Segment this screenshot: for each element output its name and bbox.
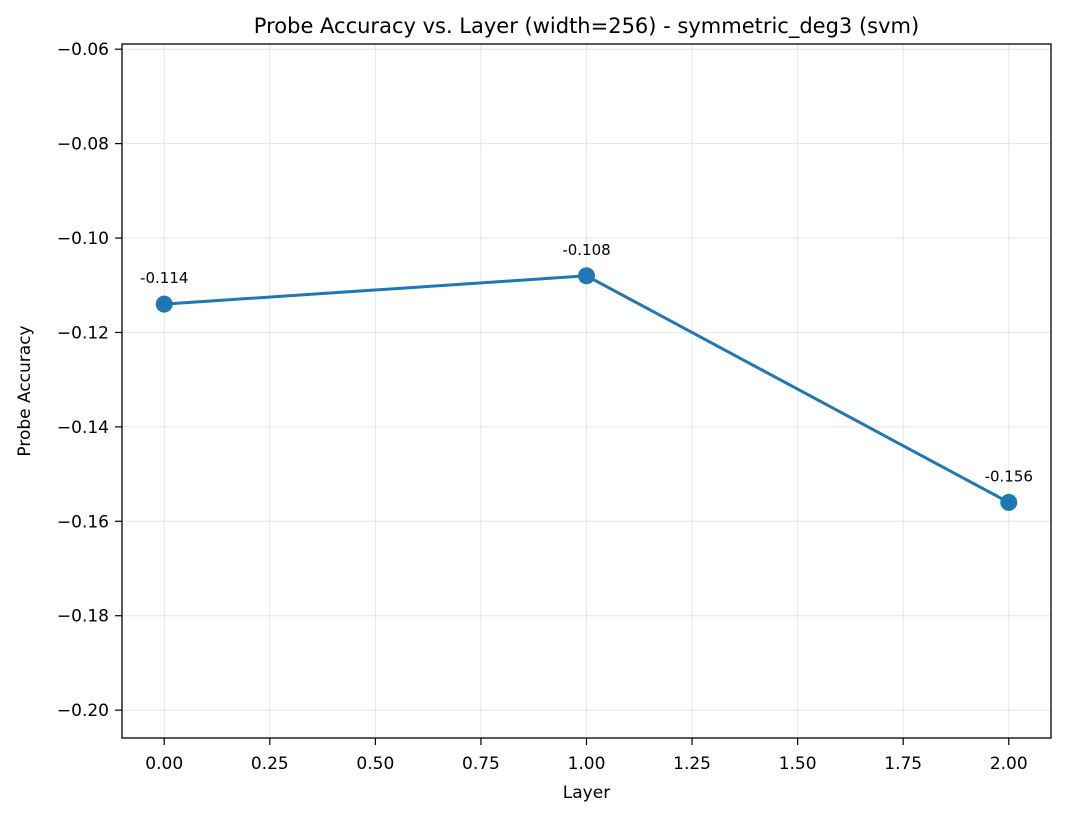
series-layer: -0.114 -0.108 -0.156 — [140, 241, 1033, 511]
x-tick-label: 0.25 — [251, 754, 289, 774]
data-label: -0.114 — [140, 269, 188, 287]
data-label: -0.156 — [985, 467, 1033, 485]
x-tick-label: 0.75 — [462, 754, 500, 774]
y-tick-label: −0.08 — [57, 135, 109, 155]
x-tick-label: 2.00 — [990, 754, 1028, 774]
grid-lines — [122, 44, 1051, 738]
data-point — [155, 295, 173, 313]
x-tick-label: 0.00 — [145, 754, 183, 774]
data-label: -0.108 — [562, 241, 610, 259]
y-tick-label: −0.12 — [57, 323, 109, 343]
x-tick-label: 1.25 — [673, 754, 711, 774]
data-point — [1000, 493, 1018, 511]
y-tick-label: −0.10 — [57, 229, 109, 249]
x-tick-label: 1.00 — [568, 754, 606, 774]
chart-title: Probe Accuracy vs. Layer (width=256) - s… — [254, 14, 919, 39]
axis-ticks: 0.00 0.25 0.50 0.75 1.00 1.25 1.50 1.75 2.00 −0.0… — [57, 40, 1028, 774]
y-tick-label: −0.18 — [57, 607, 109, 627]
y-tick-label: −0.16 — [57, 512, 109, 532]
x-tick-label: 1.75 — [884, 754, 922, 774]
y-tick-label: −0.20 — [57, 701, 109, 721]
y-axis-title: Probe Accuracy — [15, 325, 35, 456]
x-axis-title: Layer — [563, 783, 610, 803]
data-point — [578, 267, 595, 285]
x-tick-label: 0.50 — [356, 754, 394, 774]
y-tick-label: −0.06 — [57, 40, 109, 60]
y-tick-label: −0.14 — [57, 418, 109, 438]
x-tick-label: 1.50 — [779, 754, 817, 774]
